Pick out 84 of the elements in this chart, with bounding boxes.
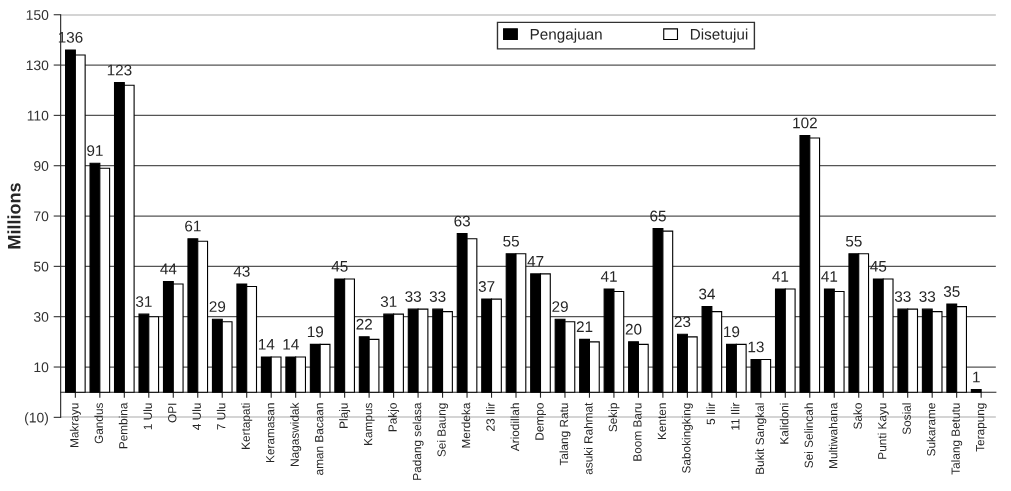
x-tick-label: Sako	[853, 403, 862, 429]
data-label: 29	[552, 301, 568, 313]
y-tick-label: (10)	[25, 412, 48, 426]
x-tick-label: Sei Selincah	[804, 403, 813, 468]
x-tick-label: Terapung	[976, 403, 987, 452]
data-label: 63	[454, 215, 470, 227]
y-tick-label: 70	[34, 211, 49, 222]
data-label: 35	[943, 286, 960, 297]
data-label: 33	[919, 291, 936, 302]
x-tick-label: 4 Ulu	[192, 403, 201, 430]
bar	[970, 389, 982, 393]
data-label: 55	[845, 235, 862, 247]
x-tick-label: Sukarame	[926, 403, 936, 456]
x-tick-label: Boom Baru	[633, 403, 642, 461]
data-label: 43	[233, 265, 250, 277]
data-label: 33	[894, 291, 911, 302]
data-label: 22	[356, 318, 372, 330]
x-tick-label: Dempo	[535, 403, 546, 440]
data-label: 19	[724, 326, 740, 338]
x-tick-label: Ariodillah	[510, 403, 520, 452]
x-tick-label: Kalidoni	[779, 403, 789, 444]
y-tick-label: 50	[33, 261, 49, 272]
x-tick-label: Padang selasa	[412, 402, 424, 480]
y-axis-title: Millions	[7, 183, 21, 249]
x-tick-label: Sabokingking	[681, 403, 693, 473]
x-tick-label: Nagaswidak	[290, 402, 302, 466]
x-tick-label: aman Bacaan	[315, 403, 324, 475]
x-tick-label: OPI	[168, 403, 177, 423]
data-label: 123	[107, 64, 132, 76]
data-label: 37	[478, 281, 495, 292]
x-tick-label: Sosial	[902, 403, 911, 435]
x-tick-label: Pakjo	[388, 403, 400, 432]
x-tick-label: 23 Ilir	[486, 402, 495, 431]
data-label: 41	[821, 271, 838, 282]
x-tick-label: Sekip	[608, 403, 620, 432]
x-tick-label: Bukit Sangkal	[755, 403, 767, 474]
data-label: 55	[503, 235, 519, 247]
data-label: 29	[209, 301, 226, 313]
data-label: 21	[576, 321, 593, 333]
x-tick-label: Kampus	[364, 403, 375, 445]
x-tick-label: Talang Ratu	[559, 403, 571, 466]
legend-label: Pengajuan	[530, 28, 602, 43]
y-tick-label: 110	[27, 110, 49, 121]
data-label: 33	[405, 291, 422, 302]
x-tick-label: Multiwahana	[828, 402, 838, 468]
y-tick-label: 90	[34, 161, 49, 171]
data-label: 47	[527, 256, 544, 267]
x-tick-label: 11 Ilir	[730, 402, 740, 430]
data-label: 91	[87, 145, 103, 157]
y-tick-label: 30	[33, 312, 49, 322]
x-tick-label: Kertapati	[241, 403, 253, 449]
data-label: 41	[772, 271, 789, 282]
data-label: 34	[699, 288, 716, 300]
y-tick-label: 10	[34, 362, 49, 373]
x-tick-label: asuki Rahmat	[583, 402, 593, 475]
data-label: 31	[380, 296, 397, 307]
x-tick-label: 1 Ulu	[143, 403, 152, 430]
data-label: 13	[748, 341, 764, 353]
data-label: 14	[258, 339, 275, 350]
y-tick-label: 150	[26, 10, 49, 20]
x-tick-label: 5 Ilir	[706, 402, 716, 425]
data-label: 31	[135, 296, 152, 307]
x-tick-label: Sei Baung	[437, 403, 449, 457]
y-tick-label: 130	[26, 60, 49, 71]
x-tick-label: Pembina	[118, 402, 128, 449]
data-label: 61	[185, 220, 201, 232]
data-label: 19	[307, 326, 324, 338]
data-label: 1	[973, 371, 980, 383]
x-tick-label: Keramasan	[266, 403, 275, 462]
x-tick-label: Plaju	[339, 403, 351, 428]
x-tick-label: Punti Kayu	[877, 403, 889, 459]
x-tick-label: 7 Ulu	[216, 403, 226, 430]
x-tick-label: Makrayu	[69, 403, 81, 447]
legend-label: Disetujui	[690, 28, 748, 43]
x-tick-label: Kenten	[657, 403, 667, 440]
data-label: 33	[429, 291, 446, 302]
x-tick-label: Talang Betutu	[951, 403, 963, 475]
x-tick-label: Merdeka	[461, 402, 471, 448]
data-label: 14	[283, 339, 299, 350]
data-label: 23	[674, 316, 691, 328]
data-label: 102	[793, 117, 817, 129]
data-label: 41	[600, 271, 617, 282]
x-tick-label: Gandus	[94, 403, 103, 444]
data-label: 20	[625, 323, 642, 335]
